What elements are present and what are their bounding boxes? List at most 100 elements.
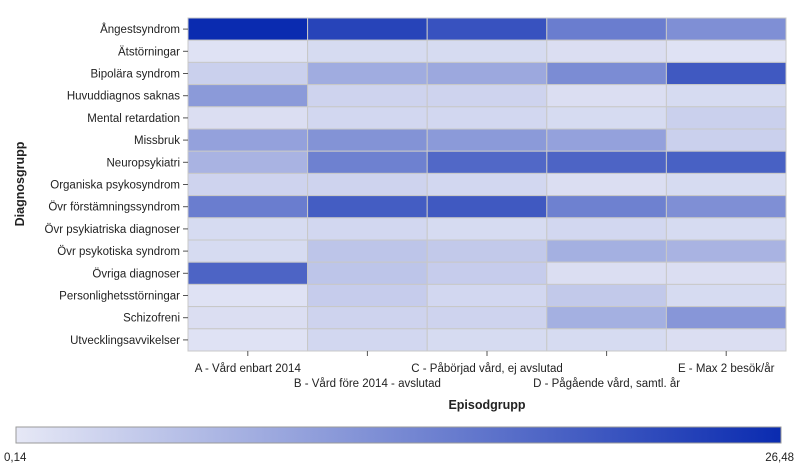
y-tick-label: Missbruk <box>134 135 180 147</box>
y-tick-label: Bipolära syndrom <box>91 69 180 81</box>
heatmap-cell <box>187 261 309 285</box>
heatmap-cell <box>307 172 428 197</box>
heatmap-cell <box>546 39 667 63</box>
heatmap-cell <box>665 150 787 174</box>
heatmap-cell <box>665 283 787 308</box>
heatmap-cell <box>187 39 309 63</box>
heatmap-cell <box>307 195 428 219</box>
x-tick-label: E - Max 2 besök/år <box>678 363 775 375</box>
heatmap-cell <box>187 61 309 86</box>
heatmap-cell <box>665 61 787 86</box>
heatmap-cell <box>187 150 309 174</box>
heatmap-cell <box>187 195 309 219</box>
heatmap-cell <box>426 328 548 352</box>
y-tick-label: Personlighetsstörningar <box>59 291 180 303</box>
heatmap-cell <box>546 306 667 330</box>
heatmap-cell <box>665 84 787 108</box>
x-axis-title: Episodgrupp <box>448 398 525 412</box>
heatmap-cell <box>307 306 428 330</box>
heatmap-cell <box>665 195 787 219</box>
y-axis-ticks: Ångestsyndrom Ätstörningar Bipolära syndro… <box>45 23 188 347</box>
heatmap-cell <box>665 328 787 352</box>
y-tick-label: Ätstörningar <box>118 46 180 58</box>
heatmap-cell <box>665 17 787 41</box>
heatmap-cell <box>187 106 309 130</box>
y-tick-label: Övr förstämningssyndrom <box>48 202 180 214</box>
heatmap-cell <box>426 150 548 174</box>
heatmap-cell <box>665 217 787 241</box>
y-tick-label: Organiska psykosyndrom <box>50 180 180 192</box>
heatmap-cell <box>546 61 667 86</box>
colorbar-max-label: 26,48 <box>765 452 794 464</box>
heatmap-cell <box>665 39 787 63</box>
y-tick-label: Neuropsykiatri <box>107 157 181 169</box>
heatmap-cell <box>546 283 667 308</box>
heatmap-cell <box>426 217 548 241</box>
heatmap-cell <box>426 261 548 285</box>
y-tick-label: Mental retardation <box>87 113 180 125</box>
heatmap-cell <box>426 128 548 152</box>
heatmap-cell <box>307 61 428 86</box>
heatmap-cell <box>546 17 667 41</box>
heatmap-cell <box>665 306 787 330</box>
heatmap-cell <box>307 17 428 41</box>
heatmap-cell <box>546 172 667 197</box>
y-tick-label: Utvecklingsavvikelser <box>70 335 180 347</box>
x-tick-label: A - Vård enbart 2014 <box>195 363 302 375</box>
heatmap-cell <box>665 128 787 152</box>
heatmap-cell <box>426 106 548 130</box>
heatmap-cell <box>546 195 667 219</box>
heatmap-cell <box>307 283 428 308</box>
y-axis-title: Diagnosgrupp <box>13 141 27 226</box>
heatmap-cell <box>187 328 309 352</box>
heatmap-cell <box>307 39 428 63</box>
heatmap-cell <box>426 306 548 330</box>
heatmap-cell <box>426 84 548 108</box>
heatmap-cell <box>665 239 787 263</box>
heatmap-cell <box>665 106 787 130</box>
heatmap-cells <box>187 17 787 352</box>
heatmap-cell <box>546 150 667 174</box>
x-tick-label: B - Vård före 2014 - avslutad <box>294 378 441 390</box>
heatmap-cell <box>546 328 667 352</box>
heatmap-cell <box>546 106 667 130</box>
heatmap-cell <box>426 61 548 86</box>
heatmap-cell <box>307 128 428 152</box>
y-tick-label: Huvuddiagnos saknas <box>67 91 180 103</box>
x-tick-label: C - Påbörjad vård, ej avslutad <box>411 363 563 375</box>
heatmap-cell <box>187 239 309 263</box>
heatmap-cell <box>426 39 548 63</box>
y-tick-label: Ångestsyndrom <box>100 23 180 36</box>
heatmap-cell <box>546 128 667 152</box>
heatmap-cell <box>307 239 428 263</box>
heatmap-cell <box>187 128 309 152</box>
heatmap-cell <box>546 217 667 241</box>
heatmap-cell <box>187 17 309 41</box>
y-tick-label: Schizofreni <box>123 313 180 325</box>
heatmap-cell <box>187 172 309 197</box>
heatmap-cell <box>307 84 428 108</box>
heatmap-cell <box>426 172 548 197</box>
heatmap-cell <box>307 261 428 285</box>
y-tick-label: Övriga diagnoser <box>92 268 180 280</box>
x-tick-label: D - Pågående vård, samtl. år <box>533 378 680 390</box>
heatmap-cell <box>546 261 667 285</box>
y-tick-label: Övr psykotiska syndrom <box>57 246 180 258</box>
colorbar <box>15 426 782 444</box>
heatmap-cell <box>546 84 667 108</box>
x-axis-ticks: A - Vård enbart 2014 B - Vård före 2014 -… <box>195 351 775 390</box>
heatmap-cell <box>307 328 428 352</box>
y-tick-label: Övr psykiatriska diagnoser <box>45 224 181 236</box>
heatmap-cell <box>307 150 428 174</box>
heatmap-cell <box>426 195 548 219</box>
heatmap-cell <box>187 217 309 241</box>
heatmap-cell <box>307 217 428 241</box>
heatmap-cell <box>546 239 667 263</box>
heatmap-cell <box>665 261 787 285</box>
colorbar-min-label: 0,14 <box>4 452 27 464</box>
heatmap-cell <box>426 17 548 41</box>
heatmap-cell <box>665 172 787 197</box>
heatmap-cell <box>307 106 428 130</box>
heatmap-cell <box>426 283 548 308</box>
